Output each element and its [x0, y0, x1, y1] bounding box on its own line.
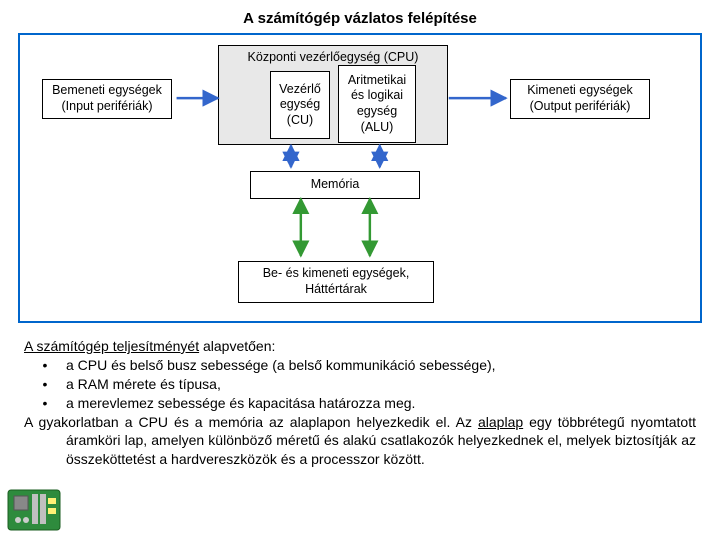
motherboard-icon	[6, 486, 66, 534]
perf-lead-rest: alapvetően:	[199, 338, 275, 354]
output-line1: Kimeneti egységek	[527, 83, 633, 99]
bullet-dot: •	[24, 394, 66, 413]
memory-line1: Memória	[311, 177, 360, 193]
input-line2: (Input perifériák)	[61, 99, 152, 115]
bullet-1: • a CPU és belső busz sebessége (a belső…	[24, 356, 696, 375]
body-text: A számítógép teljesítményét alapvetően: …	[0, 323, 720, 469]
paragraph: A gyakorlatban a CPU és a memória az ala…	[24, 413, 696, 470]
diagram: Központi vezérlőegység (CPU) Vezérlő egy…	[18, 33, 702, 323]
bullet-3-text: a merevlemez sebessége és kapacitása hat…	[66, 394, 696, 413]
para-pre: A gyakorlatban a CPU és a memória az ala…	[24, 414, 478, 430]
cpu-label: Központi vezérlőegység (CPU)	[219, 50, 447, 64]
cu-line2: egység	[280, 97, 320, 113]
bullet-2: • a RAM mérete és típusa,	[24, 375, 696, 394]
node-memory: Memória	[250, 171, 420, 199]
node-alu: Aritmetikai és logikai egység (ALU)	[338, 65, 416, 143]
input-line1: Bemeneti egységek	[52, 83, 162, 99]
alu-line3: egység	[357, 104, 397, 120]
bullet-2-text: a RAM mérete és típusa,	[66, 375, 696, 394]
page-title: A számítógép vázlatos felépítése	[0, 0, 720, 33]
io-line1: Be- és kimeneti egységek,	[263, 266, 410, 282]
bullet-1-text: a CPU és belső busz sebessége (a belső k…	[66, 356, 696, 375]
node-output: Kimeneti egységek (Output perifériák)	[510, 79, 650, 119]
para-underline: alaplap	[478, 414, 523, 430]
alu-line4: (ALU)	[361, 120, 394, 136]
node-cu: Vezérlő egység (CU)	[270, 71, 330, 139]
output-line2: (Output perifériák)	[530, 99, 631, 115]
bullet-3: • a merevlemez sebessége és kapacitása h…	[24, 394, 696, 413]
node-input: Bemeneti egységek (Input perifériák)	[42, 79, 172, 119]
cu-line1: Vezérlő	[279, 82, 321, 98]
bullet-dot: •	[24, 375, 66, 394]
io-line2: Háttértárak	[305, 282, 367, 298]
node-io: Be- és kimeneti egységek, Háttértárak	[238, 261, 434, 303]
perf-lead-underline: A számítógép teljesítményét	[24, 338, 199, 354]
perf-lead: A számítógép teljesítményét alapvetően:	[24, 337, 696, 356]
cu-line3: (CU)	[287, 113, 313, 129]
alu-line2: és logikai	[351, 88, 403, 104]
bullet-dot: •	[24, 356, 66, 375]
alu-line1: Aritmetikai	[348, 73, 406, 89]
